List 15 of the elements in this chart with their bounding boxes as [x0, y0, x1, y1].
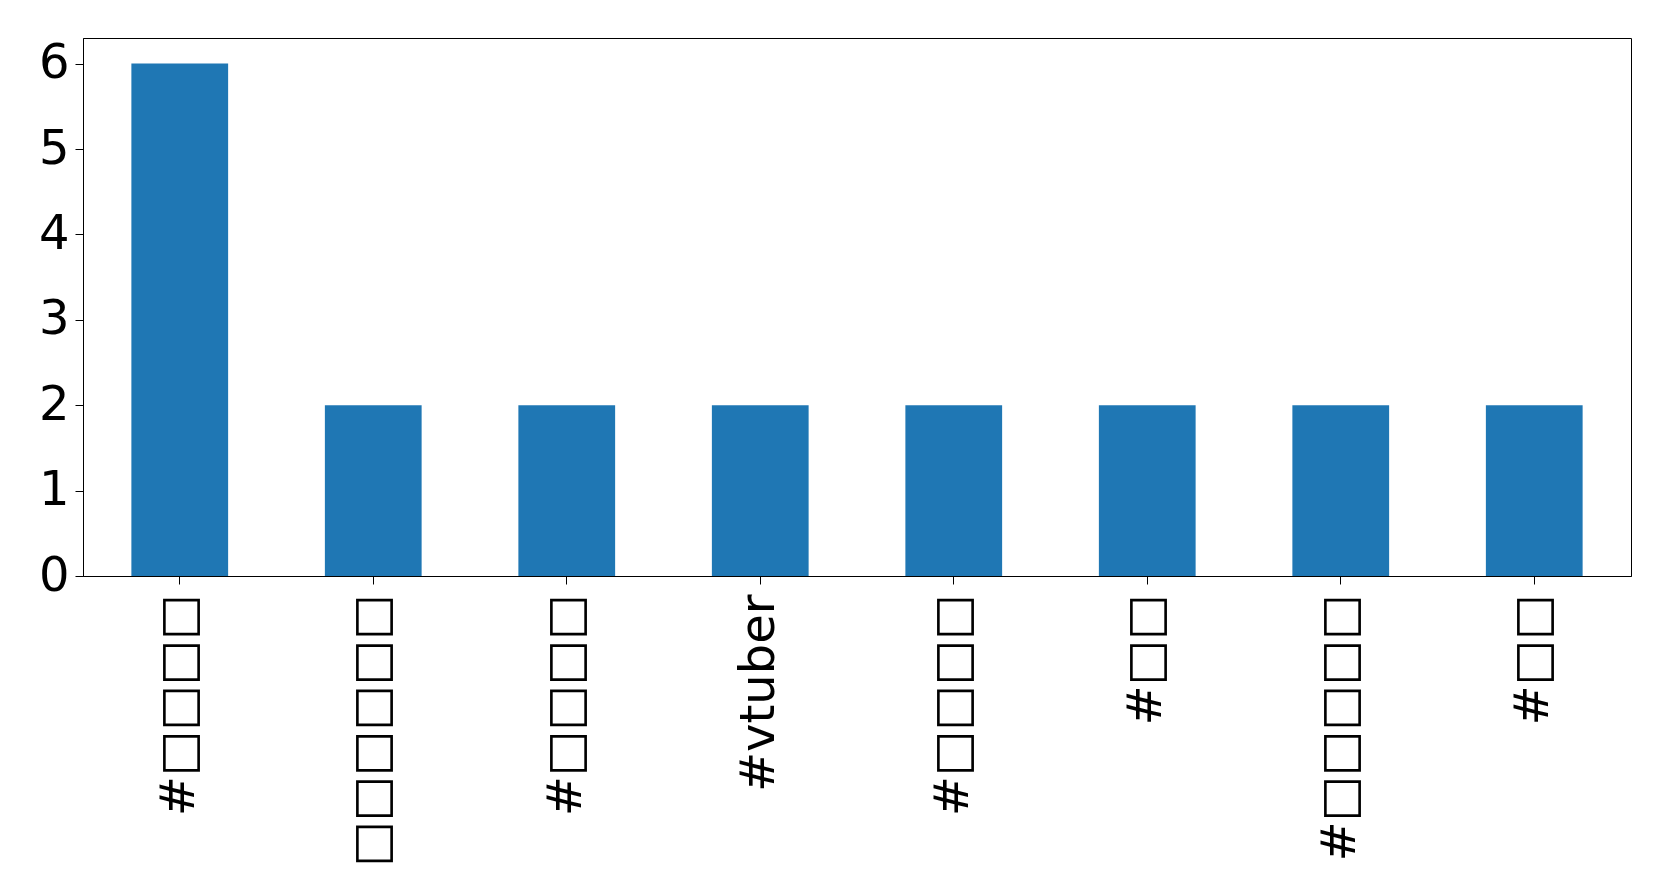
x-tick-label: #□□	[1503, 594, 1560, 726]
y-tick-label: 6	[38, 33, 70, 90]
x-tick-label: #□□□□	[148, 594, 205, 817]
x-tick-label: □□□□□□	[342, 594, 399, 867]
y-tick-label: 1	[38, 460, 70, 517]
y-tick-label: 4	[38, 203, 70, 260]
x-tick-label: #□□□□	[922, 594, 979, 817]
y-tick-label: 2	[38, 374, 70, 431]
y-tick-label: 5	[38, 118, 70, 175]
x-tick-label: #□□□□	[535, 594, 592, 817]
x-tick-label: #□□□□□	[1309, 594, 1366, 862]
x-tick-label: #□□	[1116, 594, 1173, 726]
y-tick-label: 3	[38, 289, 70, 346]
x-tick-label: #vtuber	[729, 594, 786, 793]
y-tick-label: 0	[38, 545, 70, 602]
